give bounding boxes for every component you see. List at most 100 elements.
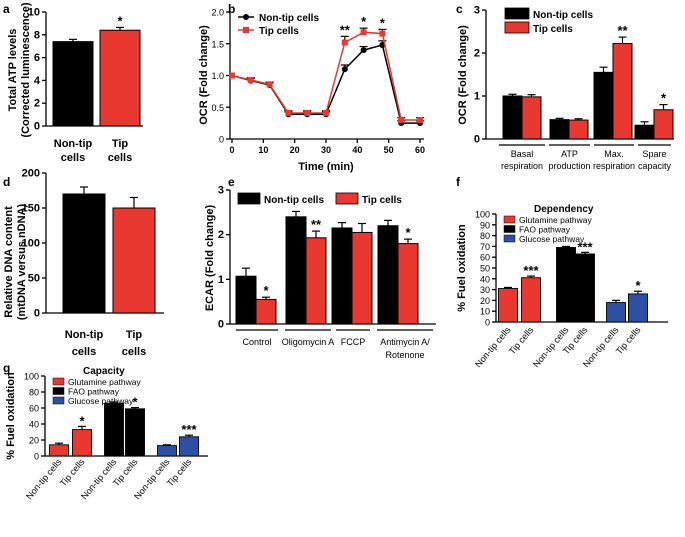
x-tick-label: 40 [352, 145, 362, 155]
y-tick-label: 40 [29, 420, 39, 430]
y-axis-label: Total ATP levels [7, 29, 19, 112]
y-tick-label: 10 [28, 7, 40, 19]
data-point [341, 66, 348, 73]
data-point [229, 72, 235, 79]
bar-non-tip-cells [285, 216, 307, 325]
significance-marker: ** [340, 22, 351, 37]
legend-swatch [52, 387, 65, 395]
legend-swatch [504, 7, 530, 20]
bar-non-tip-cells [52, 41, 94, 127]
significance-marker: * [661, 91, 667, 106]
x-category-label: Max. [604, 149, 624, 159]
significance-marker: *** [181, 422, 197, 437]
y-tick-label: 4 [34, 75, 41, 87]
y-tick-label: 60 [480, 253, 490, 263]
y-tick-label: 150 [22, 203, 40, 215]
y-axis-label: (mtDNA versus nDNA) [16, 204, 28, 321]
y-tick-label: 0.5 [211, 103, 224, 113]
x-category-label: capacity [638, 161, 672, 171]
x-category-label: Tip [126, 329, 143, 341]
y-axis-label: (Corrected luminescence) [20, 2, 32, 137]
panel-letter-d: d [3, 175, 10, 189]
y-tick-label: 1.5 [211, 39, 224, 49]
significance-marker: ** [617, 23, 628, 38]
x-category-label: cells [72, 346, 96, 358]
y-tick-label: 10 [480, 307, 490, 317]
significance-marker: * [117, 13, 123, 28]
bar-tip-cells [305, 237, 327, 325]
y-tick-label: 0 [485, 318, 490, 328]
x-category-label: Rotenone [385, 350, 424, 360]
y-tick-label: 1.0 [211, 71, 224, 81]
panel-letter-a: a [3, 2, 10, 16]
significance-marker: ** [311, 217, 322, 232]
data-point [285, 109, 292, 116]
y-axis-label: % Fuel oxidation [5, 372, 17, 460]
legend-swatch [503, 225, 516, 233]
legend-label: Non-tip cells [533, 10, 593, 21]
x-category-label: Tip cells [165, 456, 194, 488]
y-axis-label: OCR (Fold change) [457, 25, 469, 125]
x-category-label: Control [242, 337, 271, 347]
x-category-label: Non-tip cells [473, 324, 513, 369]
data-point [360, 47, 367, 54]
y-tick-label: 3 [218, 185, 224, 197]
x-category-label: Non-tip cells [24, 456, 64, 501]
y-tick-label: 20 [29, 436, 39, 446]
significance-marker: *** [523, 263, 539, 278]
x-tick-label: 0 [229, 145, 234, 155]
y-axis-label: Relative DNA content [3, 206, 15, 318]
bar-non-tip-cells [593, 71, 614, 140]
x-category-label: Spare [642, 149, 666, 159]
y-tick-label: 0 [34, 121, 40, 133]
bar-tip-cells [99, 29, 141, 127]
bar-non-tip-cells [377, 225, 399, 325]
y-tick-label: 200 [22, 168, 40, 180]
x-category-label: Basal [511, 149, 534, 159]
significance-marker: * [380, 15, 386, 30]
legend-marker [243, 14, 249, 20]
y-tick-label: 6 [34, 52, 40, 64]
data-point [417, 116, 423, 123]
y-tick-label: 2.0 [211, 8, 224, 18]
data-point [398, 116, 405, 123]
bar-glutamine-non-tip-cells [498, 288, 518, 323]
bar-non-tip-cells [549, 119, 570, 140]
x-category-label: Tip cells [58, 456, 87, 488]
x-category-label: Tip cells [507, 324, 536, 356]
data-point [341, 39, 348, 46]
y-tick-label: 2 [218, 229, 224, 241]
legend-label: Tip cells [259, 26, 299, 37]
x-category-label: Non-tip [54, 138, 93, 150]
y-axis-label: OCR (Fold change) [198, 25, 210, 125]
panel-c-chart: 0123***BasalrespirationATPproductionMax.… [457, 5, 674, 171]
x-tick-label: 30 [321, 145, 331, 155]
y-tick-label: 20 [480, 296, 490, 306]
legend-label: Non-tip cells [264, 195, 324, 206]
y-tick-label: 40 [480, 274, 490, 284]
legend-swatch [52, 377, 65, 386]
y-tick-label: 2 [34, 98, 40, 110]
bar-tip-cells [397, 243, 419, 325]
x-category-label: Non-tip [65, 329, 104, 341]
y-tick-label: 0 [218, 319, 224, 331]
legend-title: Dependency [534, 204, 594, 215]
legend-label: Tip cells [533, 24, 573, 35]
significance-marker: * [263, 283, 269, 298]
x-tick-label: 10 [258, 145, 268, 155]
bar-fao-non-tip-cells [104, 402, 124, 457]
legend-label: FAO pathway [68, 387, 120, 397]
y-tick-label: 50 [480, 264, 490, 274]
bar-non-tip-cells [634, 124, 655, 140]
significance-marker: *** [577, 239, 593, 254]
x-category-label: cells [61, 152, 85, 164]
bar-glutamine-tip-cells [521, 277, 541, 323]
legend-swatch [335, 192, 359, 205]
bar-tip-cells [612, 43, 633, 140]
x-category-label: cells [122, 346, 146, 358]
y-tick-label: 80 [29, 388, 39, 398]
y-tick-label: 0 [474, 134, 480, 146]
